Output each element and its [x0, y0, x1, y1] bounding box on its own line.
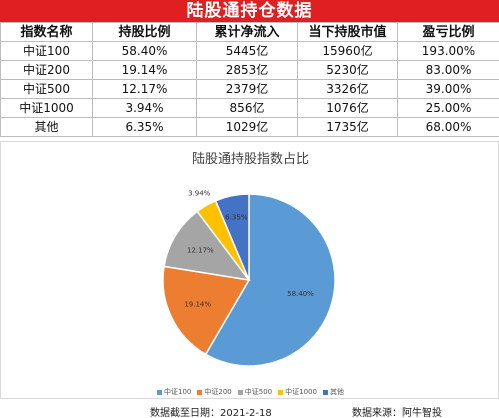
cell-index-name: 其他 — [0, 117, 93, 137]
legend-swatch — [197, 389, 203, 395]
table-row: 中证200 19.14% 2853亿 5230亿 83.00% — [0, 60, 499, 80]
cell-net-inflow: 1029亿 — [196, 117, 298, 137]
cell-profit-ratio: 39.00% — [397, 79, 499, 99]
legend-item: 中证100 — [157, 387, 191, 397]
legend-label: 中证200 — [204, 388, 232, 396]
cell-net-inflow: 2853亿 — [196, 60, 298, 80]
pie-slice-1 — [162, 265, 251, 356]
table-row: 中证1000 3.94% 856亿 1076亿 25.00% — [0, 98, 499, 118]
page-title: 陆股通持仓数据 — [0, 0, 499, 22]
legend-label: 中证100 — [164, 388, 192, 396]
legend-item: 其他 — [322, 387, 344, 397]
cell-holding-ratio: 12.17% — [92, 79, 197, 99]
legend-swatch — [278, 389, 284, 395]
pie-chart-panel: 陆股通持股指数占比 58.40% 19.14% 12.17% 3.94% 6.35% 中… — [0, 141, 499, 399]
legend-swatch — [322, 389, 328, 395]
legend-label: 其他 — [329, 388, 344, 396]
cell-index-name: 中证100 — [0, 41, 93, 61]
cell-holding-ratio: 6.35% — [92, 117, 197, 137]
header-net-inflow: 累计净流入 — [196, 22, 298, 42]
pie-slice-0 — [204, 193, 336, 367]
pie-data-label-3: 3.94% — [188, 190, 211, 198]
pie-chart: 58.40% 19.14% 12.17% 3.94% 6.35% — [162, 190, 336, 367]
header-index-name: 指数名称 — [0, 22, 93, 42]
chart-title: 陆股通持股指数占比 — [191, 152, 309, 167]
cell-market-value: 15960亿 — [297, 41, 398, 61]
holdings-table: 指数名称 持股比例 累计净流入 当下持股市值 盈亏比例 中证100 58.40%… — [0, 22, 499, 137]
cell-profit-ratio: 83.00% — [397, 60, 499, 80]
legend-item: 中证200 — [197, 387, 232, 397]
pie-slice-2 — [163, 210, 251, 282]
legend-item: 中证1000 — [278, 387, 317, 397]
cell-index-name: 中证1000 — [0, 98, 93, 118]
table-row: 中证500 12.17% 2379亿 3326亿 39.00% — [0, 79, 499, 99]
legend-label: 中证500 — [244, 388, 273, 396]
table-row: 其他 6.35% 1029亿 1735亿 68.00% — [0, 117, 499, 137]
legend-swatch — [237, 389, 243, 395]
cell-net-inflow: 5445亿 — [196, 41, 298, 61]
footer: 数据截至日期：2021-2-18 数据来源：阿牛智投 — [0, 402, 499, 418]
cell-holding-ratio: 3.94% — [92, 98, 197, 118]
cell-market-value: 5230亿 — [297, 60, 398, 80]
data-date: 数据截至日期：2021-2-18 — [150, 408, 272, 418]
header-market-value: 当下持股市值 — [297, 22, 398, 42]
pie-data-label-0: 58.40% — [287, 290, 314, 298]
table-row: 中证100 58.40% 5445亿 15960亿 193.00% — [0, 41, 499, 61]
cell-market-value: 1076亿 — [297, 98, 398, 118]
cell-holding-ratio: 58.40% — [92, 41, 197, 61]
header-holding-ratio: 持股比例 — [92, 22, 197, 42]
pie-slice-4 — [214, 193, 250, 281]
cell-profit-ratio: 68.00% — [397, 117, 499, 137]
pie-data-label-4: 6.35% — [225, 214, 248, 222]
cell-holding-ratio: 19.14% — [92, 60, 197, 80]
cell-profit-ratio: 193.00% — [397, 41, 499, 61]
data-source: 数据来源：阿牛智投 — [352, 408, 442, 418]
chart-legend: 中证100 中证200 中证500 中证1000 其他 — [1, 386, 499, 398]
header-profit-ratio: 盈亏比例 — [397, 22, 499, 42]
cell-index-name: 中证500 — [0, 79, 93, 99]
legend-item: 中证500 — [237, 387, 273, 397]
pie-data-label-1: 19.14% — [184, 300, 211, 308]
table-header-row: 指数名称 持股比例 累计净流入 当下持股市值 盈亏比例 — [0, 22, 499, 42]
cell-profit-ratio: 25.00% — [397, 98, 499, 118]
pie-data-label-2: 12.17% — [187, 247, 214, 255]
cell-market-value: 3326亿 — [297, 79, 398, 99]
cell-index-name: 中证200 — [0, 60, 93, 80]
legend-label: 中证1000 — [285, 388, 317, 396]
cell-net-inflow: 2379亿 — [196, 79, 298, 99]
cell-market-value: 1735亿 — [297, 117, 398, 137]
legend-swatch — [157, 389, 163, 395]
cell-net-inflow: 856亿 — [196, 98, 298, 118]
